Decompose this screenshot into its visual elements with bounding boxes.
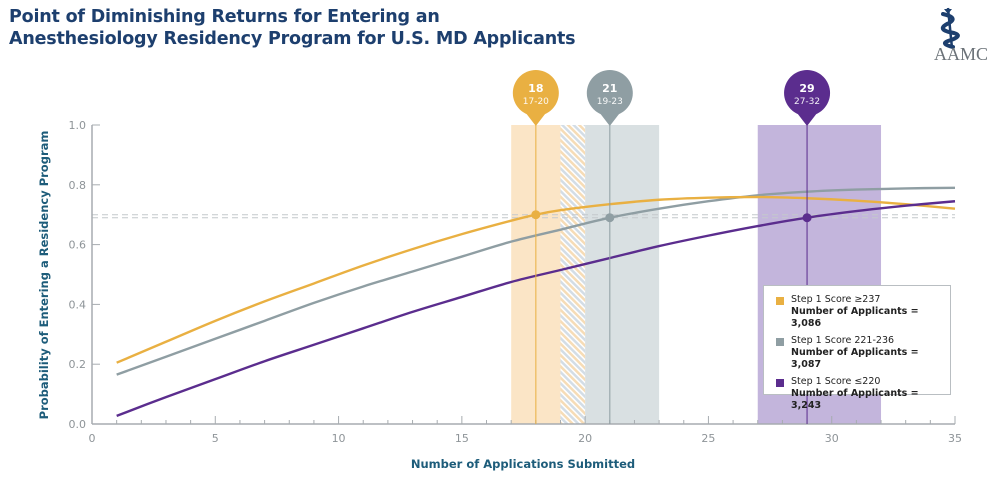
legend-label: Step 1 Score ≤220 bbox=[791, 376, 881, 387]
legend-swatch bbox=[776, 338, 784, 346]
pin-bubble bbox=[784, 70, 831, 116]
x-tick-label: 0 bbox=[89, 432, 96, 445]
legend-label: Step 1 Score ≥237 bbox=[791, 294, 881, 305]
legend: Step 1 Score ≥237 Number of Applicants =… bbox=[763, 285, 951, 411]
x-tick-label: 30 bbox=[825, 432, 839, 445]
x-tick-label: 10 bbox=[332, 432, 346, 445]
y-tick-label: 0.4 bbox=[69, 298, 87, 311]
pin-value: 18 bbox=[528, 82, 543, 95]
legend-count: Number of Applicants = 3,087 bbox=[791, 347, 919, 370]
y-tick-label: 0.6 bbox=[69, 239, 87, 252]
x-tick-label: 15 bbox=[455, 432, 469, 445]
aamc-logo: AAMC bbox=[920, 6, 1000, 66]
logo-text: AAMC bbox=[934, 44, 989, 64]
pdr-marker bbox=[531, 210, 541, 220]
legend-count: Number of Applicants = 3,086 bbox=[791, 306, 919, 329]
pin-bubble bbox=[586, 70, 633, 116]
legend-item-mid: Step 1 Score 221-236 Number of Applicant… bbox=[776, 335, 950, 371]
pin-value: 29 bbox=[799, 82, 814, 95]
pin-value: 21 bbox=[602, 82, 617, 95]
y-axis-title: Probability of Entering a Residency Prog… bbox=[37, 131, 51, 420]
pin-range: 27-32 bbox=[794, 97, 820, 107]
range-band-overlap bbox=[560, 125, 586, 424]
chart-title: Point of Diminishing Returns for Enterin… bbox=[9, 6, 576, 50]
pin-range: 19-23 bbox=[597, 97, 623, 107]
caduceus-icon bbox=[940, 7, 960, 49]
y-tick-label: 1.0 bbox=[69, 119, 87, 132]
x-axis-title: Number of Applications Submitted bbox=[411, 457, 635, 471]
legend-label: Step 1 Score 221-236 bbox=[791, 335, 895, 346]
pdr-marker bbox=[605, 213, 615, 223]
pin-pointer bbox=[525, 113, 546, 126]
legend-swatch bbox=[776, 297, 784, 305]
legend-count: Number of Applicants = 3,243 bbox=[791, 388, 919, 411]
y-tick-label: 0.0 bbox=[69, 418, 87, 431]
x-tick-label: 25 bbox=[701, 432, 715, 445]
title-line-2: Anesthesiology Residency Program for U.S… bbox=[9, 29, 576, 49]
y-tick-label: 0.8 bbox=[69, 179, 87, 192]
legend-item-high: Step 1 Score ≥237 Number of Applicants =… bbox=[776, 294, 950, 330]
legend-item-low: Step 1 Score ≤220 Number of Applicants =… bbox=[776, 376, 950, 412]
pdr-marker bbox=[802, 213, 812, 223]
x-tick-label: 20 bbox=[578, 432, 592, 445]
legend-swatch bbox=[776, 379, 784, 387]
pin-pointer bbox=[599, 113, 620, 126]
title-line-1: Point of Diminishing Returns for Enterin… bbox=[9, 7, 440, 27]
pin-range: 17-20 bbox=[523, 97, 549, 107]
y-tick-label: 0.2 bbox=[69, 358, 87, 371]
pin-bubble bbox=[512, 70, 559, 116]
pin-pointer bbox=[797, 113, 818, 126]
x-tick-label: 5 bbox=[212, 432, 219, 445]
x-tick-label: 35 bbox=[948, 432, 962, 445]
range-band-mid bbox=[585, 125, 660, 424]
